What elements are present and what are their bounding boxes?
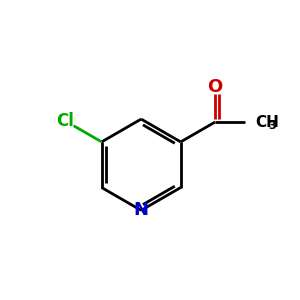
Text: N: N (134, 201, 149, 219)
Text: O: O (208, 78, 223, 96)
Text: 3: 3 (269, 121, 276, 130)
Text: CH: CH (255, 115, 279, 130)
Text: Cl: Cl (56, 112, 74, 130)
